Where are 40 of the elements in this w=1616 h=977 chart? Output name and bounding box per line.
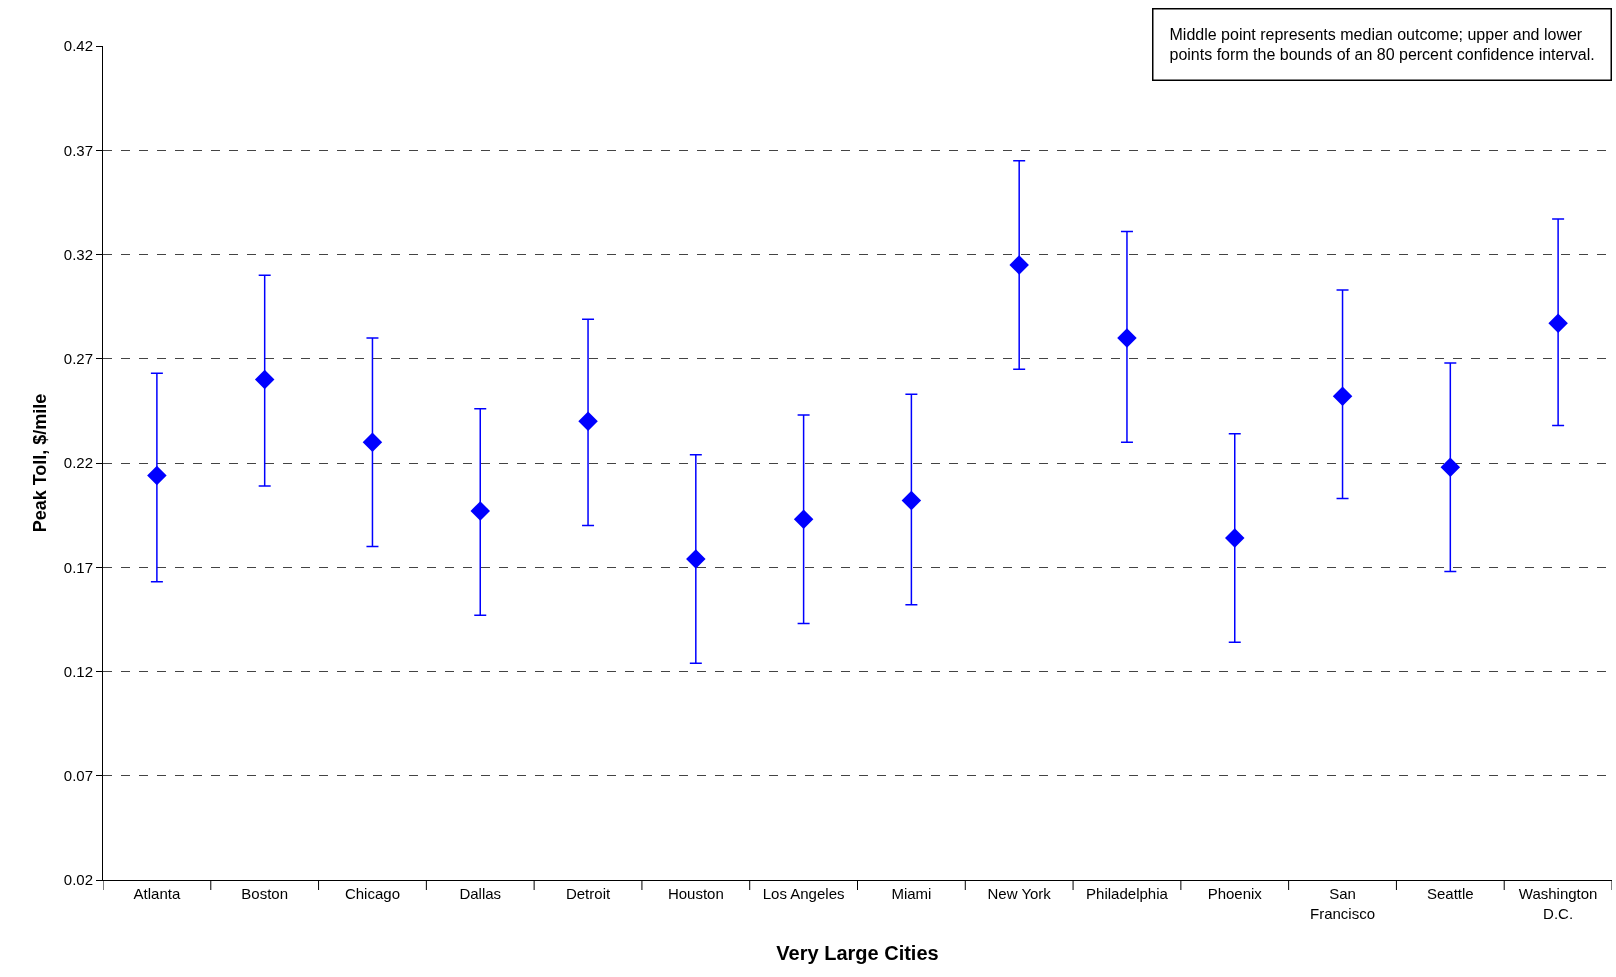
y-tick-label: 0.17 — [63, 558, 93, 576]
y-tick-label: 0.27 — [63, 350, 93, 367]
point — [147, 465, 167, 486]
x-tick-label: San Francisco — [1310, 885, 1376, 922]
point — [686, 549, 706, 569]
point — [1009, 255, 1029, 275]
point — [470, 501, 490, 521]
x-tick-label: Seattle — [1426, 885, 1474, 902]
point — [1548, 313, 1568, 334]
point — [1225, 528, 1245, 548]
y-tick-label: 0.22 — [63, 454, 93, 472]
x-tick-label: Philadelphia — [1086, 885, 1169, 902]
point — [1117, 328, 1137, 348]
y-tick-label: 0.12 — [63, 662, 93, 680]
x-tick-label: Phoenix — [1207, 885, 1263, 902]
x-tick-label: New York — [987, 885, 1052, 902]
annotation: Middle point represents median outcome; upper and lower points form the bounds of an 80 percent confidence interval. — [1169, 25, 1595, 64]
y-tick-label: 0.32 — [63, 245, 93, 263]
x-tick-label: Detroit — [565, 885, 611, 902]
y-tick-label: 0.37 — [63, 141, 93, 159]
y-axis-title: Peak Toll, $/mile — [30, 393, 50, 533]
point — [362, 432, 383, 452]
point — [254, 369, 275, 390]
x-tick-label: Houston — [667, 885, 724, 902]
x-tick-label: Dallas — [459, 885, 502, 902]
point — [1332, 386, 1353, 407]
y-tick-label: 0.02 — [63, 871, 93, 889]
point — [578, 411, 598, 432]
point — [793, 509, 814, 530]
x-tick-label: Atlanta — [133, 885, 181, 902]
x-tick-label: Washington D.C. — [1518, 885, 1598, 922]
x-axis-title: Very Large Cities — [776, 942, 939, 964]
point — [901, 490, 922, 511]
x-tick-label: Los Angeles — [762, 885, 845, 902]
y-tick-label: 0.07 — [63, 767, 93, 784]
x-tick-label: Chicago — [344, 885, 400, 902]
point — [1440, 457, 1461, 477]
y-tick-label: 0.42 — [63, 37, 93, 55]
x-tick-label: Boston — [241, 885, 289, 902]
x-tick-label: Miami — [891, 885, 932, 902]
